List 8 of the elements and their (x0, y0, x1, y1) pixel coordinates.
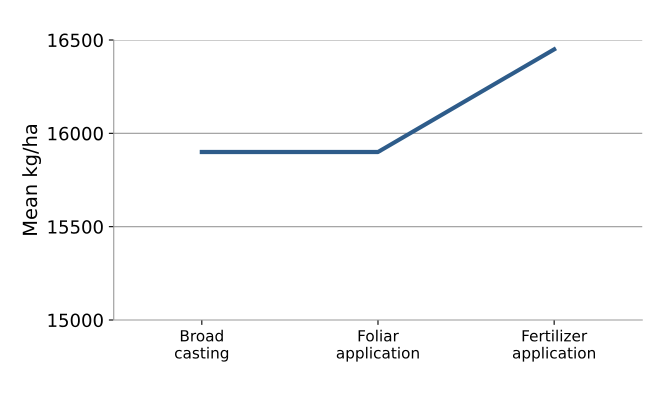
x-tick-label: Broad casting (174, 330, 228, 362)
x-tick-label: Foliar application (336, 330, 419, 362)
y-tick-label: 15500 (48, 220, 103, 234)
y-tick-label: 16500 (48, 33, 103, 48)
y-tick-label: 16000 (48, 126, 103, 140)
x-tick-label: Fertilizer application (512, 330, 595, 362)
y-tick-label: 15000 (48, 313, 103, 328)
y-axis-title: Mean kg/ha (22, 124, 42, 235)
